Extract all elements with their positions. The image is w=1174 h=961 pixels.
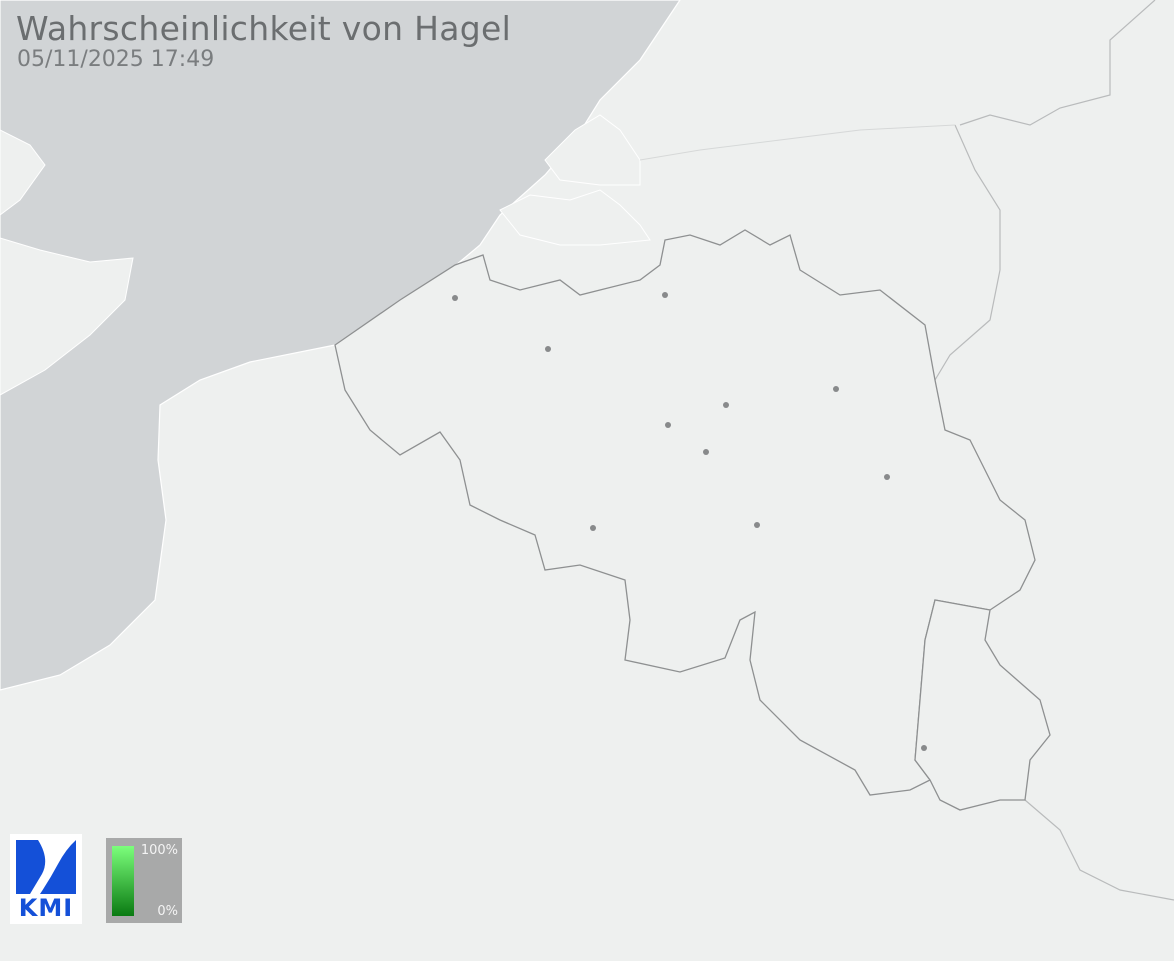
england-coast: [0, 237, 134, 396]
map-title: Wahrscheinlichkeit von Hagel: [16, 9, 512, 48]
france-germany-border: [1024, 799, 1174, 901]
legend-min-label: 0%: [157, 904, 178, 919]
england-north-coast: [0, 129, 46, 216]
city-marker: [723, 402, 729, 408]
legend-max-label: 100%: [140, 843, 178, 858]
germany-border-north: [959, 0, 1156, 126]
city-marker: [452, 295, 458, 301]
timestamp: 05/11/2025 17:49: [17, 47, 215, 72]
city-marker: [662, 292, 668, 298]
zeeland-islands: [499, 189, 651, 246]
city-marker: [884, 474, 890, 480]
city-marker: [545, 346, 551, 352]
city-marker: [703, 449, 709, 455]
city-marker: [590, 525, 596, 531]
logo-text: KMI: [18, 894, 74, 922]
city-markers: [452, 292, 927, 751]
kmi-logo: KMI: [10, 834, 82, 924]
city-marker: [833, 386, 839, 392]
city-marker: [665, 422, 671, 428]
netherlands-germany-border: [934, 124, 1001, 381]
luxembourg-border: [914, 599, 1051, 811]
probability-legend: 100% 0%: [106, 838, 182, 923]
kmi-logo-mark: [16, 840, 76, 894]
river-rhine: [639, 124, 956, 161]
city-marker: [921, 745, 927, 751]
city-marker: [754, 522, 760, 528]
legend-color-bar: [112, 846, 134, 916]
